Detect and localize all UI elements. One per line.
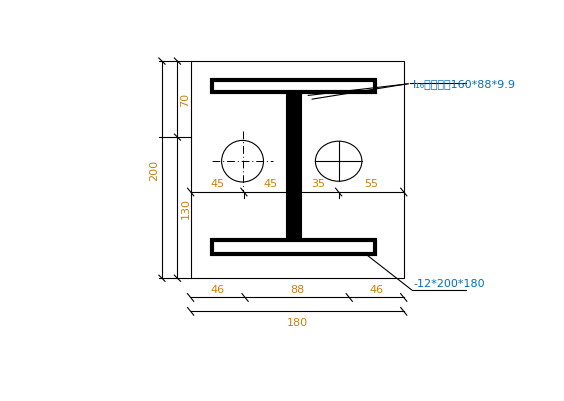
Text: 35: 35 bbox=[311, 179, 325, 189]
Bar bbox=[191, 62, 404, 279]
Bar bbox=[212, 80, 375, 93]
Bar bbox=[286, 93, 301, 240]
Text: 55: 55 bbox=[364, 179, 378, 189]
Text: 45: 45 bbox=[263, 179, 277, 189]
Text: 70: 70 bbox=[180, 93, 191, 107]
Text: 200: 200 bbox=[149, 160, 159, 181]
Text: -12*200*180: -12*200*180 bbox=[413, 279, 484, 289]
Bar bbox=[212, 240, 375, 254]
Text: 130: 130 bbox=[180, 198, 191, 219]
Text: 46: 46 bbox=[369, 284, 384, 294]
Text: 180: 180 bbox=[287, 317, 308, 327]
Text: 46: 46 bbox=[211, 284, 225, 294]
Text: I₁₆工字锂为160*88*9.9: I₁₆工字锂为160*88*9.9 bbox=[413, 79, 516, 89]
Text: 88: 88 bbox=[290, 284, 305, 294]
Text: 45: 45 bbox=[210, 179, 224, 189]
